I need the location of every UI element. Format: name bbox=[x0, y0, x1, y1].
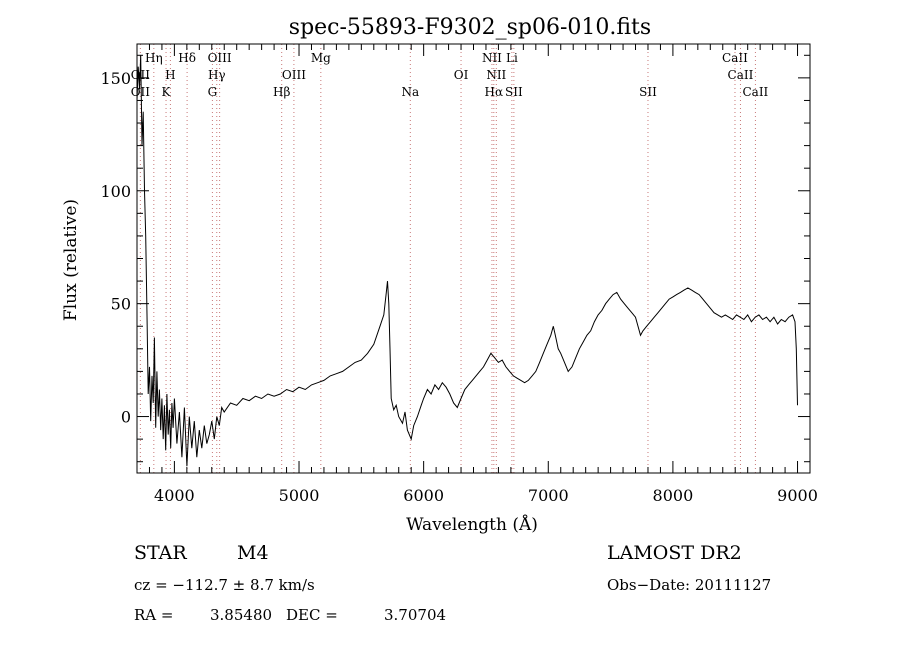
spectral-line-label: CaII bbox=[728, 68, 754, 82]
x-tick-label: 4000 bbox=[154, 486, 195, 505]
spectral-line-label: Hδ bbox=[178, 51, 196, 65]
spectral-line-label: CaII bbox=[742, 85, 768, 99]
y-tick-label: 50 bbox=[111, 295, 131, 314]
plot-frame bbox=[136, 43, 811, 474]
spectral-line-label: CaII bbox=[722, 51, 748, 65]
spectral-line-label: NII bbox=[482, 51, 502, 65]
redshift-cz: cz = −112.7 ± 8.7 km/s bbox=[134, 576, 315, 594]
x-tick-label: 8000 bbox=[653, 486, 694, 505]
spectral-line-label: G bbox=[208, 85, 218, 99]
spectral-line-label: Li bbox=[506, 51, 518, 65]
y-tick-label: 100 bbox=[100, 182, 131, 201]
spectral-line-label: OII bbox=[131, 85, 151, 99]
spectral-line-label: Hβ bbox=[273, 85, 290, 99]
spectral-line-label: Mg bbox=[311, 51, 331, 65]
dec-value: 3.70704 bbox=[384, 606, 446, 624]
x-axis-title: Wavelength (Å) bbox=[406, 514, 538, 535]
spectral-line-label: Hη bbox=[145, 51, 163, 65]
y-tick-label: 150 bbox=[100, 69, 131, 88]
ra-label: RA = bbox=[134, 606, 173, 624]
spectrum-flux-line bbox=[136, 55, 798, 467]
y-axis-title: Flux (relative) bbox=[61, 199, 81, 321]
chart-title: spec-55893-F9302_sp06-010.fits bbox=[289, 15, 651, 40]
spectral-line-label: Hα bbox=[485, 85, 504, 99]
spectral-line-label: NII bbox=[486, 68, 506, 82]
ra-value: 3.85480 bbox=[210, 606, 272, 624]
object-type: STAR bbox=[134, 542, 187, 564]
axis-ticks bbox=[136, 44, 811, 473]
object-subclass: M4 bbox=[237, 542, 269, 564]
x-tick-label: 5000 bbox=[279, 486, 320, 505]
spectral-line-label: H bbox=[165, 68, 175, 82]
spectral-line-label: K bbox=[162, 85, 172, 99]
x-tick-label: 9000 bbox=[777, 486, 818, 505]
spectral-line-label: OI bbox=[454, 68, 469, 82]
spectral-line-label: Na bbox=[401, 85, 419, 99]
tick-labels: 4000 5000 6000 7000 8000 9000 0 50 100 150 bbox=[100, 69, 817, 505]
x-tick-label: 6000 bbox=[403, 486, 444, 505]
spectral-line-label: OIII bbox=[282, 68, 306, 82]
spectral-line-label: SII bbox=[639, 85, 657, 99]
spectral-line-label: OIII bbox=[208, 51, 232, 65]
plot-border bbox=[136, 43, 811, 474]
spectral-line-label: SII bbox=[505, 85, 523, 99]
survey-name: LAMOST DR2 bbox=[607, 542, 742, 564]
observation-date: Obs−Date: 20111127 bbox=[607, 576, 771, 594]
x-tick-label: 7000 bbox=[528, 486, 569, 505]
y-tick-label: 0 bbox=[121, 408, 131, 427]
dec-label: DEC = bbox=[286, 606, 338, 624]
spectral-line-label: Hγ bbox=[208, 68, 226, 82]
